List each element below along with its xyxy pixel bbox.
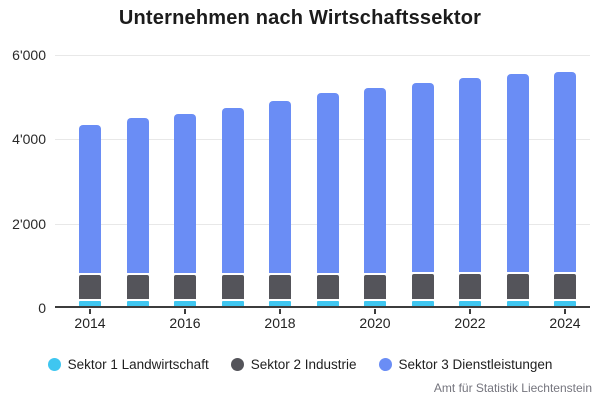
bar-2022[interactable] [459, 78, 481, 306]
bar-segment-sektor-3-dienstleistungen[interactable] [506, 73, 529, 275]
x-axis-tick [469, 309, 471, 314]
bar-segment-sektor-1-landwirtschaft[interactable] [126, 301, 149, 306]
bar-segment-sektor-2-industrie[interactable] [364, 274, 386, 302]
bar-segment-sektor-2-industrie[interactable] [126, 275, 149, 302]
bar-2020[interactable] [364, 88, 386, 306]
bar-2023[interactable] [506, 73, 529, 306]
bar-segment-sektor-1-landwirtschaft[interactable] [316, 301, 339, 306]
bar-segment-sektor-2-industrie[interactable] [79, 275, 101, 302]
bar-segment-sektor-1-landwirtschaft[interactable] [411, 301, 434, 306]
y-axis-tick-label: 6'000 [12, 47, 46, 63]
bar-segment-sektor-3-dienstleistungen[interactable] [554, 71, 576, 274]
bar-segment-sektor-2-industrie[interactable] [221, 274, 244, 302]
bar-2024[interactable] [554, 71, 576, 306]
bar-segment-sektor-1-landwirtschaft[interactable] [221, 301, 244, 306]
attribution-text: Amt für Statistik Liechtenstein [433, 381, 592, 395]
legend-item-sektor-2-industrie[interactable]: Sektor 2 Industrie [230, 357, 357, 372]
bar-2015[interactable] [126, 117, 149, 306]
x-axis-tick [374, 309, 376, 314]
bar-segment-sektor-2-industrie[interactable] [554, 273, 576, 302]
x-axis-tick [184, 309, 186, 314]
bar-segment-sektor-2-industrie[interactable] [316, 274, 339, 302]
x-axis-tick [89, 309, 91, 314]
bar-segment-sektor-2-industrie[interactable] [174, 275, 196, 302]
legend-item-label: Sektor 3 Dienstleistungen [398, 357, 553, 372]
bar-segment-sektor-3-dienstleistungen[interactable] [459, 78, 481, 275]
bar-segment-sektor-1-landwirtschaft[interactable] [79, 301, 101, 306]
bar-segment-sektor-1-landwirtschaft[interactable] [269, 301, 291, 306]
x-axis-tick-label: 2014 [74, 315, 106, 331]
legend-item-sektor-3-dienstleistungen[interactable]: Sektor 3 Dienstleistungen [378, 357, 553, 372]
x-axis-tick [564, 309, 566, 314]
gridline [55, 55, 590, 56]
bar-segment-sektor-3-dienstleistungen[interactable] [316, 93, 339, 275]
x-axis-tick-label: 2024 [549, 315, 581, 331]
legend-marker-icon [378, 358, 392, 371]
legend-item-label: Sektor 1 Landwirtschaft [67, 357, 209, 372]
bar-segment-sektor-2-industrie[interactable] [459, 274, 481, 302]
legend-marker-icon [230, 358, 244, 371]
legend: Sektor 1 Landwirtschaft Sektor 2 Industri… [0, 357, 600, 372]
y-axis-tick-label: 2'000 [12, 215, 46, 232]
bar-segment-sektor-1-landwirtschaft[interactable] [174, 301, 196, 306]
x-axis-tick-label: 2020 [359, 315, 391, 331]
bar-segment-sektor-3-dienstleistungen[interactable] [364, 88, 386, 275]
legend-item-label: Sektor 2 Industrie [250, 357, 357, 372]
plot-area [55, 55, 590, 308]
bar-segment-sektor-1-landwirtschaft[interactable] [364, 301, 386, 306]
x-axis-tick-label: 2016 [169, 315, 201, 331]
y-axis-tick-label: 0 [38, 300, 46, 316]
bar-segment-sektor-1-landwirtschaft[interactable] [506, 301, 529, 306]
x-axis-tick [279, 309, 281, 314]
bar-segment-sektor-2-industrie[interactable] [506, 274, 529, 302]
bar-segment-sektor-3-dienstleistungen[interactable] [79, 124, 101, 276]
bar-segment-sektor-3-dienstleistungen[interactable] [411, 82, 434, 275]
bar-segment-sektor-3-dienstleistungen[interactable] [221, 108, 244, 275]
bar-segment-sektor-3-dienstleistungen[interactable] [126, 117, 149, 276]
bar-segment-sektor-2-industrie[interactable] [411, 274, 434, 302]
legend-marker-icon [47, 358, 61, 371]
bar-2017[interactable] [221, 108, 244, 306]
bar-segment-sektor-3-dienstleistungen[interactable] [174, 114, 196, 276]
x-axis-tick-label: 2022 [454, 315, 486, 331]
bar-segment-sektor-1-landwirtschaft[interactable] [554, 301, 576, 306]
bar-2014[interactable] [79, 124, 101, 306]
x-axis-tick-label: 2018 [264, 315, 296, 331]
bar-2021[interactable] [411, 82, 434, 306]
bar-2018[interactable] [269, 101, 291, 306]
bar-2016[interactable] [174, 114, 196, 306]
legend-item-sektor-1-landwirtschaft[interactable]: Sektor 1 Landwirtschaft [47, 357, 209, 372]
bar-segment-sektor-2-industrie[interactable] [269, 274, 291, 302]
y-axis-tick-label: 4'000 [12, 131, 46, 148]
bar-segment-sektor-1-landwirtschaft[interactable] [459, 301, 481, 306]
chart-title: Unternehmen nach Wirtschaftssektor [118, 7, 482, 29]
bar-segment-sektor-3-dienstleistungen[interactable] [269, 101, 291, 275]
bar-2019[interactable] [316, 93, 339, 306]
